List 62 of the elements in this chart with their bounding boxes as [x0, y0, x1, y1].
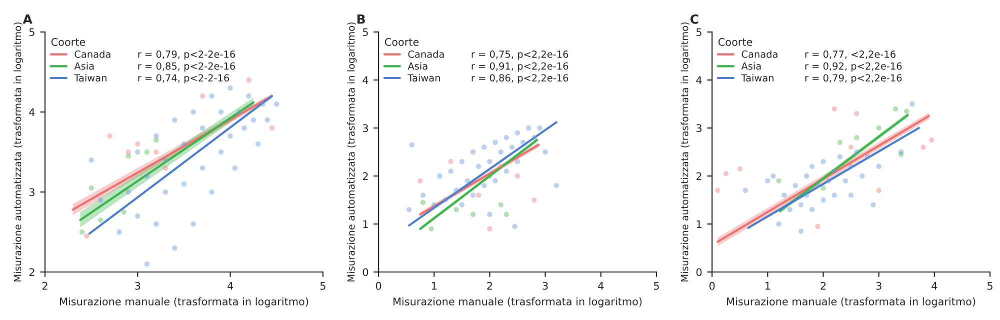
legend-label: Asia [741, 62, 761, 70]
x-tick-label: 1 [432, 282, 436, 290]
annotation: r = 0,79, p<2,2e-16 [805, 74, 902, 84]
legend-label: Canada [408, 50, 444, 58]
x-tick-label: 5 [320, 282, 326, 290]
legend-label: Taiwan [408, 74, 440, 82]
x-tick-label: 3 [542, 282, 548, 290]
annotation: r = 0,74, p<2-2-16 [138, 74, 230, 84]
legend-title: Coorte [51, 38, 86, 46]
annotation: r = 0,86, p<2,2e-16 [472, 74, 568, 84]
annotation: r = 0,79, p<2-2e-16 [138, 50, 236, 60]
chart-title: B [357, 14, 365, 24]
x-tick-label: 5 [987, 282, 992, 290]
legend-label: Asia [408, 62, 428, 70]
y-tick-label: 2 [362, 172, 368, 180]
x-axis-title: Misurazione manuale (trasformata in logaritmo) [727, 297, 976, 308]
y-tick-label: 2 [29, 268, 34, 276]
y-tick-label: 4 [362, 76, 368, 84]
y-axis-title: Misurazione automatizzata (trasformata in logaritmo) [680, 22, 690, 282]
y-tick-label: 5 [696, 28, 702, 36]
y-tick-label: 1 [696, 220, 702, 228]
x-tick-label: 4 [598, 282, 604, 290]
y-tick-label: 1 [363, 220, 368, 228]
annotation: r = 0,92, p<2,2e-16 [805, 62, 902, 72]
y-tick-label: 0 [696, 268, 702, 276]
y-tick-label: 5 [29, 28, 34, 36]
y-tick-label: 4 [696, 76, 702, 84]
legend-label: Canada [74, 50, 110, 58]
y-tick-label: 4 [29, 108, 35, 116]
y-axis-title: Misurazione automatizzata (trasformata in logaritmo) [347, 22, 357, 282]
y-tick-label: 3 [362, 124, 368, 132]
x-tick-label: 4 [227, 282, 234, 290]
x-tick-label: 3 [876, 282, 882, 290]
chart-title: A [22, 14, 32, 24]
y-tick-label: 3 [29, 188, 34, 196]
y-tick-label: 3 [696, 124, 702, 132]
x-tick-label: 2 [42, 282, 48, 290]
y-tick-label: 5 [362, 28, 368, 36]
legend-label: Canada [742, 50, 778, 58]
x-tick-label: 2 [820, 282, 826, 290]
x-tick-label: 1 [765, 282, 770, 290]
annotation: r = 0,77, <2,2e-16 [805, 50, 896, 59]
annotation: r = 0,75, p<2,2e-16 [472, 50, 568, 60]
legend-label: Taiwan [74, 74, 106, 82]
y-tick-label: 2 [696, 172, 702, 180]
legend-title: Coorte [384, 38, 419, 46]
y-tick-label: 0 [362, 268, 368, 276]
x-tick-label: 0 [376, 282, 382, 290]
annotation: r = 0,91, p<2,2e-16 [472, 62, 568, 72]
legend-label: Asia [74, 62, 94, 70]
x-tick-label: 4 [932, 282, 938, 290]
y-axis-title: Misurazione automatizzata (trasformata in logaritmo) [14, 22, 24, 282]
legend-label: Taiwan [741, 74, 774, 82]
annotation: r = 0,85, p<2-2e-16 [138, 62, 236, 72]
x-tick-label: 0 [709, 282, 715, 290]
chart-title: C [690, 14, 698, 24]
legend-title: Coorte [718, 38, 752, 46]
x-tick-label: 5 [654, 282, 659, 290]
x-axis-title: Misurazione manuale (trasformata in logaritmo) [60, 297, 308, 308]
x-tick-label: 3 [135, 282, 140, 290]
x-axis-title: Misurazione manuale (trasformata in logaritmo) [394, 297, 642, 308]
x-tick-label: 2 [487, 282, 492, 290]
